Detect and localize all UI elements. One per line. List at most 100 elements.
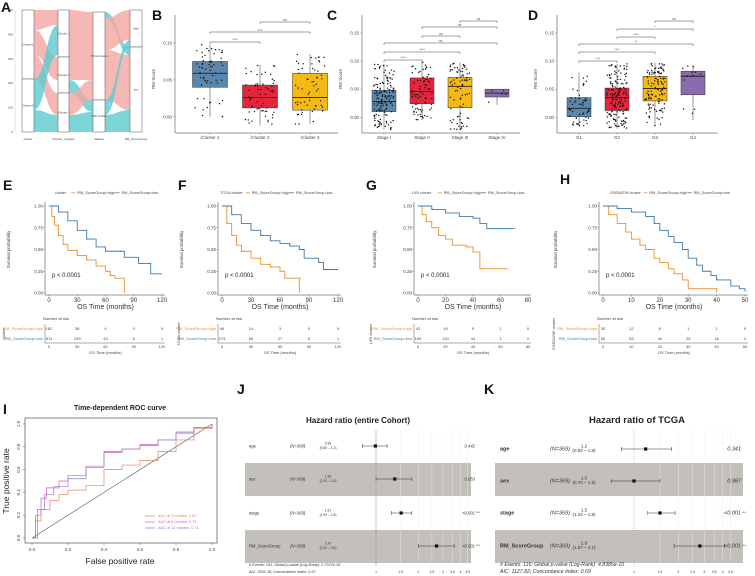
legend: GSE54236 cluster RM_ScoreGroup=high RM_Sco…	[610, 191, 730, 195]
row-band	[245, 463, 471, 496]
stratum-label: iCluster 1	[57, 32, 70, 36]
data-point	[392, 87, 395, 89]
data-point	[374, 92, 376, 95]
data-point	[459, 80, 461, 82]
risk-x-tick-label: 30	[686, 344, 691, 349]
risk-count: 27	[278, 336, 283, 341]
data-point	[411, 90, 413, 92]
data-point	[663, 64, 666, 66]
data-point	[413, 82, 415, 84]
data-point	[657, 83, 660, 85]
risk-x-tick-label: 0	[48, 344, 51, 349]
data-point	[456, 67, 459, 69]
data-point	[387, 80, 389, 82]
data-point	[424, 64, 427, 66]
data-point	[378, 92, 381, 94]
risk-count: 0	[527, 336, 530, 341]
data-point	[647, 103, 649, 105]
data-point	[417, 93, 419, 96]
data-point	[204, 80, 207, 82]
data-point	[375, 110, 378, 112]
data-point	[610, 88, 613, 91]
data-point	[260, 105, 262, 107]
n-label: (N=369)	[550, 544, 570, 550]
data-point	[257, 85, 259, 88]
data-point	[654, 86, 657, 89]
data-point	[613, 113, 615, 115]
legend-title: LIRI cluster	[412, 191, 432, 195]
x-tick-label: 3.5	[712, 570, 717, 574]
risk-x-tick-label: 60	[103, 344, 108, 349]
x-tick-label: Stage III	[452, 135, 469, 140]
data-point	[583, 124, 585, 127]
data-point	[414, 108, 417, 110]
data-point	[256, 73, 258, 76]
data-point	[306, 104, 308, 106]
data-point	[267, 119, 269, 121]
roc-curve	[32, 424, 213, 539]
data-point	[373, 85, 375, 87]
data-point	[624, 120, 626, 123]
x-axis-label: OS Time (months)	[77, 304, 134, 311]
p-value: <0.001	[724, 544, 741, 550]
data-point	[210, 60, 212, 62]
data-point	[658, 102, 660, 104]
data-point	[660, 80, 662, 83]
legend-label: RM_ScoreGroup=low	[296, 191, 333, 195]
risk-row-label: RM_ScoreGroup=low	[5, 336, 43, 341]
data-point	[580, 103, 583, 105]
data-point	[651, 65, 653, 67]
data-point	[586, 75, 588, 78]
data-point	[466, 125, 468, 128]
significance-label: n.s	[258, 28, 263, 32]
data-point	[271, 90, 274, 92]
data-point	[309, 97, 311, 99]
data-point	[460, 127, 462, 130]
x-tick-label: 80	[525, 298, 532, 304]
x-tick-label: 20	[442, 298, 449, 304]
data-point	[201, 63, 203, 66]
data-point	[415, 111, 418, 113]
significance-stars: ***	[742, 511, 747, 515]
data-point	[315, 57, 317, 59]
data-point	[653, 83, 655, 85]
x-tick-label: 40	[470, 298, 477, 304]
data-point	[461, 94, 463, 97]
data-point	[384, 69, 387, 72]
data-point	[301, 67, 303, 70]
data-point	[202, 77, 205, 80]
chart-title: Time-dependent ROC curve	[74, 405, 166, 412]
data-point	[660, 72, 663, 74]
data-point	[650, 63, 652, 65]
x-tick-label: 90	[306, 298, 313, 304]
panel-label: F	[178, 177, 187, 193]
data-point	[386, 65, 388, 67]
risk-count: 36	[75, 326, 80, 331]
data-point	[612, 118, 615, 120]
data-point	[619, 100, 622, 103]
x-tick-label: 0.4	[101, 547, 108, 552]
data-point	[393, 91, 395, 93]
data-point	[417, 118, 419, 121]
data-point	[626, 108, 628, 111]
data-point	[571, 123, 574, 125]
x-tick-label: 1	[375, 570, 377, 574]
x-tick-label: 2	[417, 570, 419, 574]
data-point	[459, 87, 462, 90]
forest-tcga-panel: K Hazard ratio of TCGA age (N=369) 1.2(0.82 …	[484, 381, 747, 575]
data-point	[614, 119, 617, 121]
data-point	[425, 78, 427, 81]
data-point	[221, 64, 224, 67]
x-axis-label: False positive rate	[86, 556, 155, 566]
data-point	[426, 115, 428, 118]
stratum-label: Cluster2	[22, 104, 34, 108]
data-point	[245, 84, 247, 86]
data-point	[377, 63, 379, 66]
data-point	[610, 126, 612, 128]
data-point	[257, 88, 259, 91]
variable-label: RM_ScoreGroup	[249, 544, 281, 549]
data-point	[616, 111, 618, 113]
data-point	[377, 125, 380, 128]
data-point	[462, 75, 464, 77]
x-tick-label: 2.5	[430, 570, 435, 574]
